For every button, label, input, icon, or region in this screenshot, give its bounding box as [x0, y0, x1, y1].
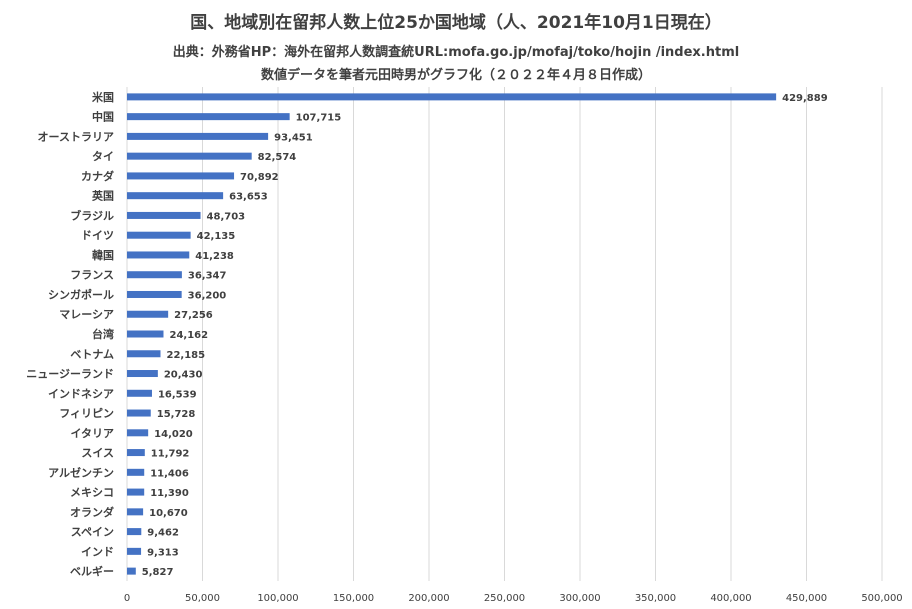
bar — [127, 113, 290, 121]
x-tick-label: 150,000 — [333, 593, 374, 604]
category-label: 台湾 — [92, 327, 114, 341]
category-label: イタリア — [70, 427, 114, 440]
data-label: 63,653 — [229, 192, 268, 203]
bar — [127, 547, 142, 555]
bar — [127, 231, 191, 239]
bar — [127, 429, 149, 437]
data-label: 41,238 — [195, 251, 234, 262]
bar — [127, 449, 145, 457]
category-label: オランダ — [70, 505, 114, 519]
x-tick-label: 500,000 — [861, 593, 902, 604]
category-label: フィリピン — [59, 407, 114, 420]
bar — [127, 290, 182, 298]
category-label: カナダ — [81, 169, 114, 183]
bar — [127, 567, 136, 575]
bar — [127, 528, 142, 536]
category-label: ニュージーランド — [26, 368, 114, 381]
data-label: 107,715 — [296, 113, 342, 124]
category-label: ブラジル — [70, 208, 114, 222]
category-label: 英国 — [91, 189, 114, 203]
x-tick-label: 450,000 — [786, 593, 827, 604]
category-label: メキシコ — [70, 486, 114, 499]
category-label: タイ — [92, 150, 114, 163]
bar — [127, 488, 145, 496]
data-label: 11,390 — [150, 488, 189, 499]
x-tick-label: 300,000 — [559, 593, 600, 604]
category-label: インド — [81, 545, 114, 558]
x-tick-label: 350,000 — [635, 593, 676, 604]
x-tick-label: 0 — [124, 593, 130, 604]
bar — [127, 172, 235, 180]
category-label: 韓国 — [92, 248, 114, 262]
chart-subtitle-source: 出典：外務省HP：海外在留邦人数調査統URL:mofa.go.jp/mofaj/… — [172, 45, 740, 60]
bar — [127, 409, 151, 417]
category-label: インドネシア — [48, 387, 114, 400]
category-label: マレーシア — [59, 308, 114, 321]
data-label: 14,020 — [154, 429, 193, 440]
data-label: 11,406 — [150, 468, 189, 479]
bar — [127, 310, 169, 318]
data-label: 27,256 — [174, 310, 213, 321]
data-label: 70,892 — [240, 172, 279, 183]
bar — [127, 211, 201, 219]
bar — [127, 93, 777, 101]
bar — [127, 271, 182, 279]
data-label: 20,430 — [164, 370, 203, 381]
bar — [127, 468, 145, 476]
x-tick-label: 250,000 — [484, 593, 525, 604]
bar — [127, 508, 144, 516]
data-label: 36,200 — [188, 290, 227, 301]
bar — [127, 132, 269, 140]
chart-subtitle-author: 数値データを筆者元田時男がグラフ化（２０２２年４月８日作成） — [260, 68, 651, 83]
data-label: 15,728 — [157, 409, 196, 420]
category-label: フランス — [70, 269, 114, 282]
bar — [127, 330, 164, 338]
data-label: 16,539 — [158, 389, 197, 400]
data-label: 36,347 — [188, 271, 227, 282]
data-label: 24,162 — [169, 330, 208, 341]
data-label: 22,185 — [166, 350, 205, 361]
data-label: 10,670 — [149, 508, 188, 519]
bar — [127, 389, 152, 397]
chart-title: 国、地域別在留邦人数上位25か国地域（人、2021年10月1日現在） — [190, 13, 722, 33]
category-label: スペイン — [71, 526, 114, 539]
data-label: 42,135 — [197, 231, 236, 242]
category-label: 中国 — [92, 110, 114, 124]
category-label: オーストラリア — [38, 130, 114, 143]
x-tick-label: 50,000 — [185, 593, 220, 604]
category-label: ドイツ — [81, 229, 114, 242]
x-tick-label: 200,000 — [408, 593, 449, 604]
data-label: 11,792 — [151, 449, 190, 460]
data-label: 5,827 — [142, 567, 174, 578]
data-label: 82,574 — [258, 152, 297, 163]
category-label: 米国 — [91, 90, 114, 104]
bar — [127, 251, 190, 259]
category-label: ベトナム — [70, 348, 114, 361]
bar — [127, 350, 161, 358]
data-label: 9,462 — [147, 528, 179, 539]
data-label: 93,451 — [274, 132, 313, 143]
bar — [127, 370, 158, 378]
x-tick-label: 400,000 — [710, 593, 751, 604]
x-tick-label: 100,000 — [257, 593, 298, 604]
data-label: 9,313 — [147, 547, 179, 558]
category-label: スイス — [81, 447, 114, 460]
bar — [127, 152, 252, 160]
data-label: 429,889 — [782, 93, 828, 104]
category-label: アルゼンチン — [48, 465, 114, 479]
data-label: 48,703 — [207, 211, 246, 222]
category-label: ベルギー — [70, 564, 114, 578]
bar — [127, 192, 224, 200]
category-label: シンガポール — [48, 287, 114, 301]
